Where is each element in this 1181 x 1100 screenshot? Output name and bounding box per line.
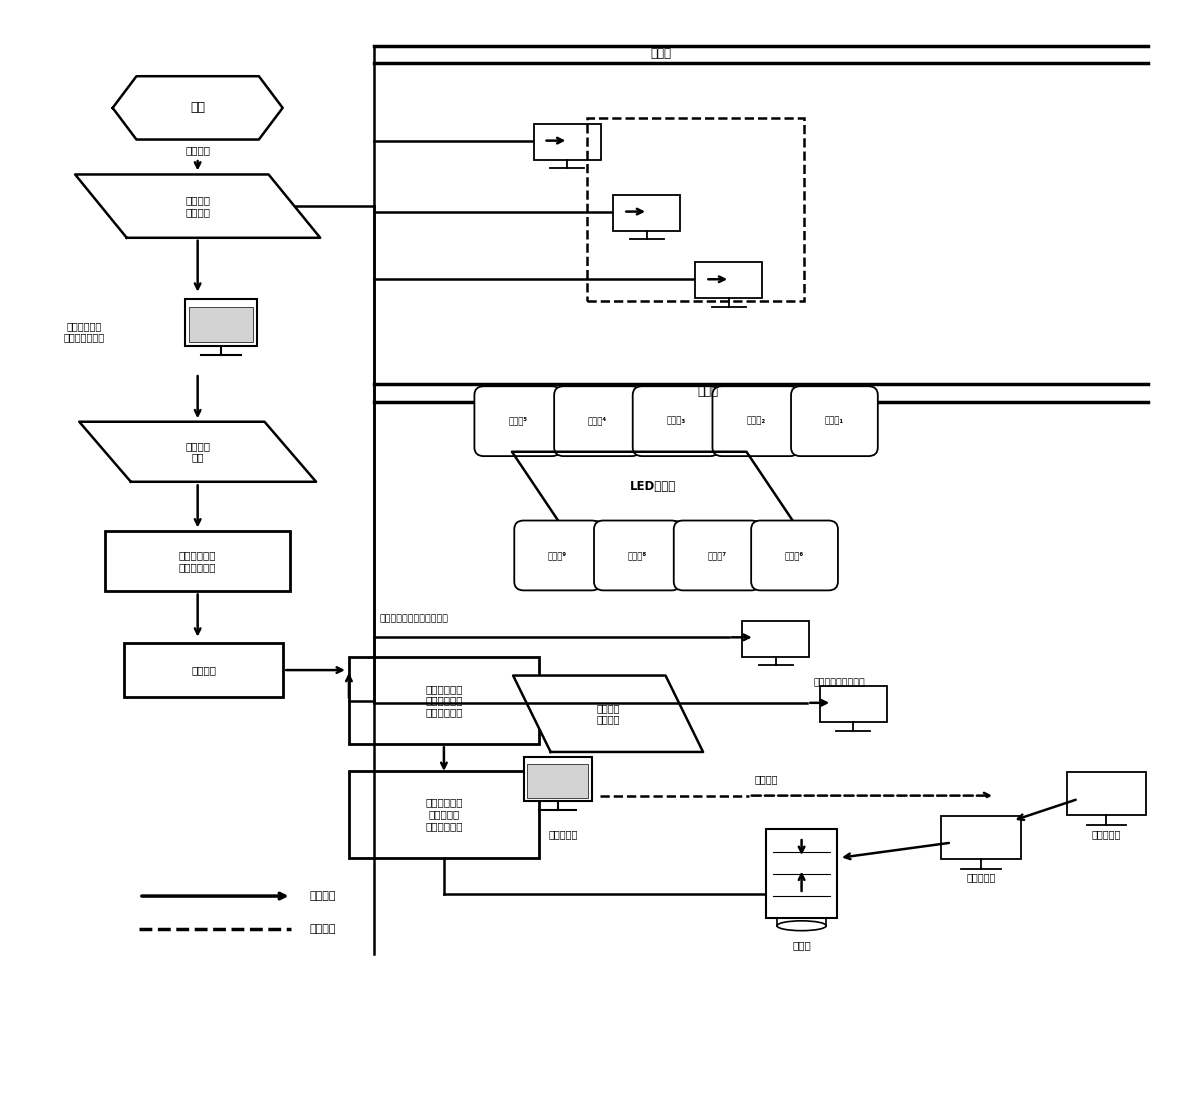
Text: 嵌入式工控及显示屏: 嵌入式工控及显示屏 bbox=[814, 679, 864, 688]
Text: 串口发送光谱
最后一条记录: 串口发送光谱 最后一条记录 bbox=[178, 550, 216, 572]
Text: 根据炉号发射相应的显示屏: 根据炉号发射相应的显示屏 bbox=[379, 614, 449, 624]
Text: 熔炼炉⁷: 熔炼炉⁷ bbox=[707, 551, 726, 560]
Polygon shape bbox=[513, 675, 703, 752]
Bar bbox=[527, 764, 588, 798]
Text: 局域网: 局域网 bbox=[651, 47, 671, 59]
Text: 熔炼炉₃: 熔炼炉₃ bbox=[666, 417, 686, 426]
Bar bbox=[742, 620, 809, 657]
Text: 熔炼炉⁸: 熔炼炉⁸ bbox=[628, 551, 647, 560]
Text: 数据流向: 数据流向 bbox=[309, 891, 335, 901]
Text: 熔炼炉⁴: 熔炼炉⁴ bbox=[588, 417, 607, 426]
Bar bbox=[185, 299, 257, 345]
Text: 服务器: 服务器 bbox=[792, 940, 811, 950]
Bar bbox=[696, 263, 763, 298]
Text: 串口接收: 串口接收 bbox=[191, 666, 216, 675]
Bar bbox=[766, 829, 837, 917]
Polygon shape bbox=[79, 421, 317, 482]
Text: 熔炼炉⁵: 熔炼炉⁵ bbox=[508, 417, 528, 426]
FancyBboxPatch shape bbox=[673, 520, 761, 591]
Text: 化验结果
及调整量: 化验结果 及调整量 bbox=[596, 703, 620, 725]
Text: 炉象选择: 炉象选择 bbox=[185, 145, 210, 155]
Bar bbox=[105, 531, 291, 591]
Text: 熔炼炉⁹: 熔炼炉⁹ bbox=[548, 551, 567, 560]
Text: 监测计算机: 监测计算机 bbox=[1091, 828, 1121, 839]
FancyBboxPatch shape bbox=[791, 386, 877, 456]
FancyBboxPatch shape bbox=[514, 520, 601, 591]
Text: 炉象: 炉象 bbox=[190, 101, 205, 114]
Text: 网络连线: 网络连线 bbox=[309, 924, 335, 934]
Bar bbox=[820, 686, 887, 722]
Text: 光谱仪计算机
（不接入网络）: 光谱仪计算机 （不接入网络） bbox=[64, 321, 104, 342]
Ellipse shape bbox=[777, 921, 827, 931]
Text: 网络连线: 网络连线 bbox=[755, 774, 778, 784]
Text: 钙水化验
结果: 钙水化验 结果 bbox=[185, 441, 210, 463]
Text: 管理计算机: 管理计算机 bbox=[966, 872, 996, 882]
Bar bbox=[524, 757, 592, 801]
Polygon shape bbox=[511, 452, 794, 521]
Text: 判断是否合格
计算调整量
抛出显示设备: 判断是否合格 计算调整量 抛出显示设备 bbox=[425, 798, 463, 830]
Text: 熔炼炉⁶: 熔炼炉⁶ bbox=[785, 551, 804, 560]
Bar bbox=[1066, 772, 1146, 815]
Text: 波家接收文件
解析化学成分
输入钟号炉次: 波家接收文件 解析化学成分 输入钟号炉次 bbox=[425, 684, 463, 717]
Text: 局域网: 局域网 bbox=[697, 385, 718, 398]
Bar bbox=[348, 657, 539, 745]
Bar bbox=[189, 307, 254, 342]
Text: LED显示屏: LED显示屏 bbox=[629, 481, 676, 493]
Polygon shape bbox=[112, 76, 282, 140]
Bar bbox=[941, 816, 1020, 859]
Bar bbox=[534, 124, 601, 160]
Text: 炉号炉次
钟号信息: 炉号炉次 钟号信息 bbox=[185, 196, 210, 217]
Polygon shape bbox=[76, 175, 320, 238]
FancyBboxPatch shape bbox=[751, 520, 839, 591]
Text: 熔炼炉₂: 熔炼炉₂ bbox=[746, 417, 765, 426]
FancyBboxPatch shape bbox=[633, 386, 719, 456]
Bar bbox=[124, 642, 282, 697]
Text: 熔炼炉₁: 熔炼炉₁ bbox=[824, 417, 844, 426]
FancyBboxPatch shape bbox=[594, 520, 680, 591]
FancyBboxPatch shape bbox=[554, 386, 641, 456]
Bar bbox=[613, 195, 680, 231]
Bar bbox=[348, 770, 539, 858]
FancyBboxPatch shape bbox=[712, 386, 800, 456]
Bar bbox=[587, 118, 804, 301]
Text: 工作计算机: 工作计算机 bbox=[549, 828, 579, 839]
FancyBboxPatch shape bbox=[475, 386, 561, 456]
